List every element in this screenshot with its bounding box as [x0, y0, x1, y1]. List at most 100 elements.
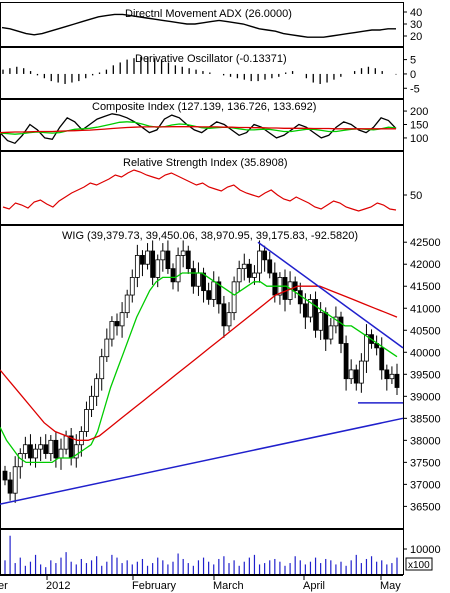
candle-body	[313, 299, 318, 331]
y-tick-label: 36500	[410, 501, 441, 513]
candle-body	[384, 369, 390, 380]
composite-slow-average-line	[0, 126, 396, 134]
x-tick-label: 2012	[46, 580, 70, 592]
candle-body	[323, 312, 329, 340]
x-tick-label: February	[132, 580, 177, 592]
y-tick-label: 20	[410, 31, 422, 43]
y-tick-label: 5	[410, 55, 416, 67]
candle-body	[348, 369, 354, 380]
volume-panel	[4, 535, 398, 574]
candle-body	[302, 303, 308, 318]
price-panel: WIG (39,379.73, 39,450.06, 38,970.95, 39…	[0, 230, 404, 505]
candle-body	[140, 255, 145, 265]
x-axis-ticks: er 2012 February March April May	[0, 575, 401, 592]
candle-body	[338, 316, 344, 344]
candle-body	[257, 250, 262, 274]
candle-body	[160, 250, 166, 261]
candle-body	[272, 272, 278, 296]
candle-body	[155, 259, 161, 278]
candle-body	[358, 360, 364, 384]
derivative-oscillator-title: Derivative Oscillator (-0.13371)	[135, 53, 287, 65]
candle-body	[318, 312, 324, 331]
x-tick-label: May	[380, 580, 401, 592]
adx-title: Directnl Movement ADX (26.0000)	[125, 8, 292, 20]
rsi-title: Relative Strength Index (35.8908)	[123, 157, 288, 169]
y-tick-label: -5	[410, 83, 420, 95]
candle-body	[211, 281, 217, 300]
candle-body	[109, 321, 115, 340]
y-tick-label: 42000	[410, 259, 441, 271]
candle-body	[12, 466, 18, 494]
candle-body	[394, 373, 400, 388]
composite-index-panel: Composite Index (127.139, 136.726, 133.6…	[0, 101, 397, 145]
candle-body	[287, 281, 293, 300]
candle-body	[58, 448, 64, 459]
candle-body	[22, 444, 28, 454]
candle-body	[190, 268, 196, 287]
candle-body	[262, 250, 268, 261]
candle-body	[78, 431, 84, 446]
panel-frame	[0, 529, 404, 575]
candle-body	[379, 347, 385, 371]
candle-body	[68, 435, 74, 459]
x-tick-label: April	[303, 580, 325, 592]
y-tick-label: 42500	[410, 237, 441, 249]
y-tick-label: 150	[410, 120, 428, 132]
candle-body	[145, 250, 150, 265]
derivative-oscillator-panel: Derivative Oscillator (-0.13371)	[2, 53, 397, 84]
candle-body	[28, 444, 33, 459]
candle-body	[282, 277, 288, 300]
y-tick-label: 41000	[410, 303, 441, 315]
y-tick-label: 100	[410, 133, 428, 145]
panel-frame	[0, 151, 404, 225]
candle-body	[33, 448, 38, 459]
y-tick-label: 38000	[410, 435, 441, 447]
y-tick-label: 30	[410, 19, 422, 31]
adx-line	[1, 13, 396, 38]
candle-body	[7, 479, 13, 494]
y-tick-label: 40000	[410, 347, 441, 359]
candle-body	[221, 303, 227, 327]
candle-body	[196, 272, 201, 287]
candle-body	[175, 255, 181, 283]
candle-body	[231, 281, 237, 314]
candle-body	[180, 250, 186, 256]
y-tick-label: 39500	[410, 369, 441, 381]
candle-body	[328, 325, 334, 340]
candle-body	[201, 272, 206, 292]
panel-frame	[0, 225, 404, 529]
candle-body	[134, 255, 140, 278]
candle-body	[252, 272, 257, 278]
composite-index-title: Composite Index (127.139, 136.726, 133.6…	[92, 101, 316, 113]
candle-body	[216, 281, 222, 305]
candle-body	[94, 378, 100, 397]
candle-body	[119, 312, 125, 327]
candle-body	[236, 268, 242, 283]
candle-body	[206, 290, 212, 300]
panel-frame	[0, 47, 404, 99]
y-tick-label: 38500	[410, 413, 441, 425]
volume-tick-label: 10000	[410, 544, 441, 556]
candle-body	[353, 369, 359, 384]
fast-moving-average-line	[0, 272, 398, 464]
candle-body	[226, 312, 232, 327]
y-tick-label: 40	[410, 7, 422, 19]
y-tick-label: 37500	[410, 457, 441, 469]
y-axis-ticks: 40302050-5200150100504250042000415004100…	[403, 7, 441, 571]
adx-panel: Directnl Movement ADX (26.0000)	[1, 8, 396, 38]
y-tick-label: 37000	[410, 479, 441, 491]
slow-moving-average-line	[0, 285, 398, 441]
price-title: WIG (39,379.73, 39,450.06, 38,970.95, 39…	[62, 230, 358, 242]
composite-index-line	[0, 113, 397, 145]
candle-body	[73, 444, 79, 459]
x-tick-label: er	[0, 580, 8, 592]
candle-body	[84, 409, 89, 432]
candle-body	[124, 294, 130, 314]
volume-multiplier-box	[405, 557, 433, 571]
candle-body	[150, 250, 156, 278]
candle-body	[2, 470, 8, 481]
candle-body	[114, 321, 120, 327]
candle-body	[185, 250, 191, 270]
x-tick-label: March	[213, 580, 244, 592]
candle-body	[343, 343, 349, 380]
